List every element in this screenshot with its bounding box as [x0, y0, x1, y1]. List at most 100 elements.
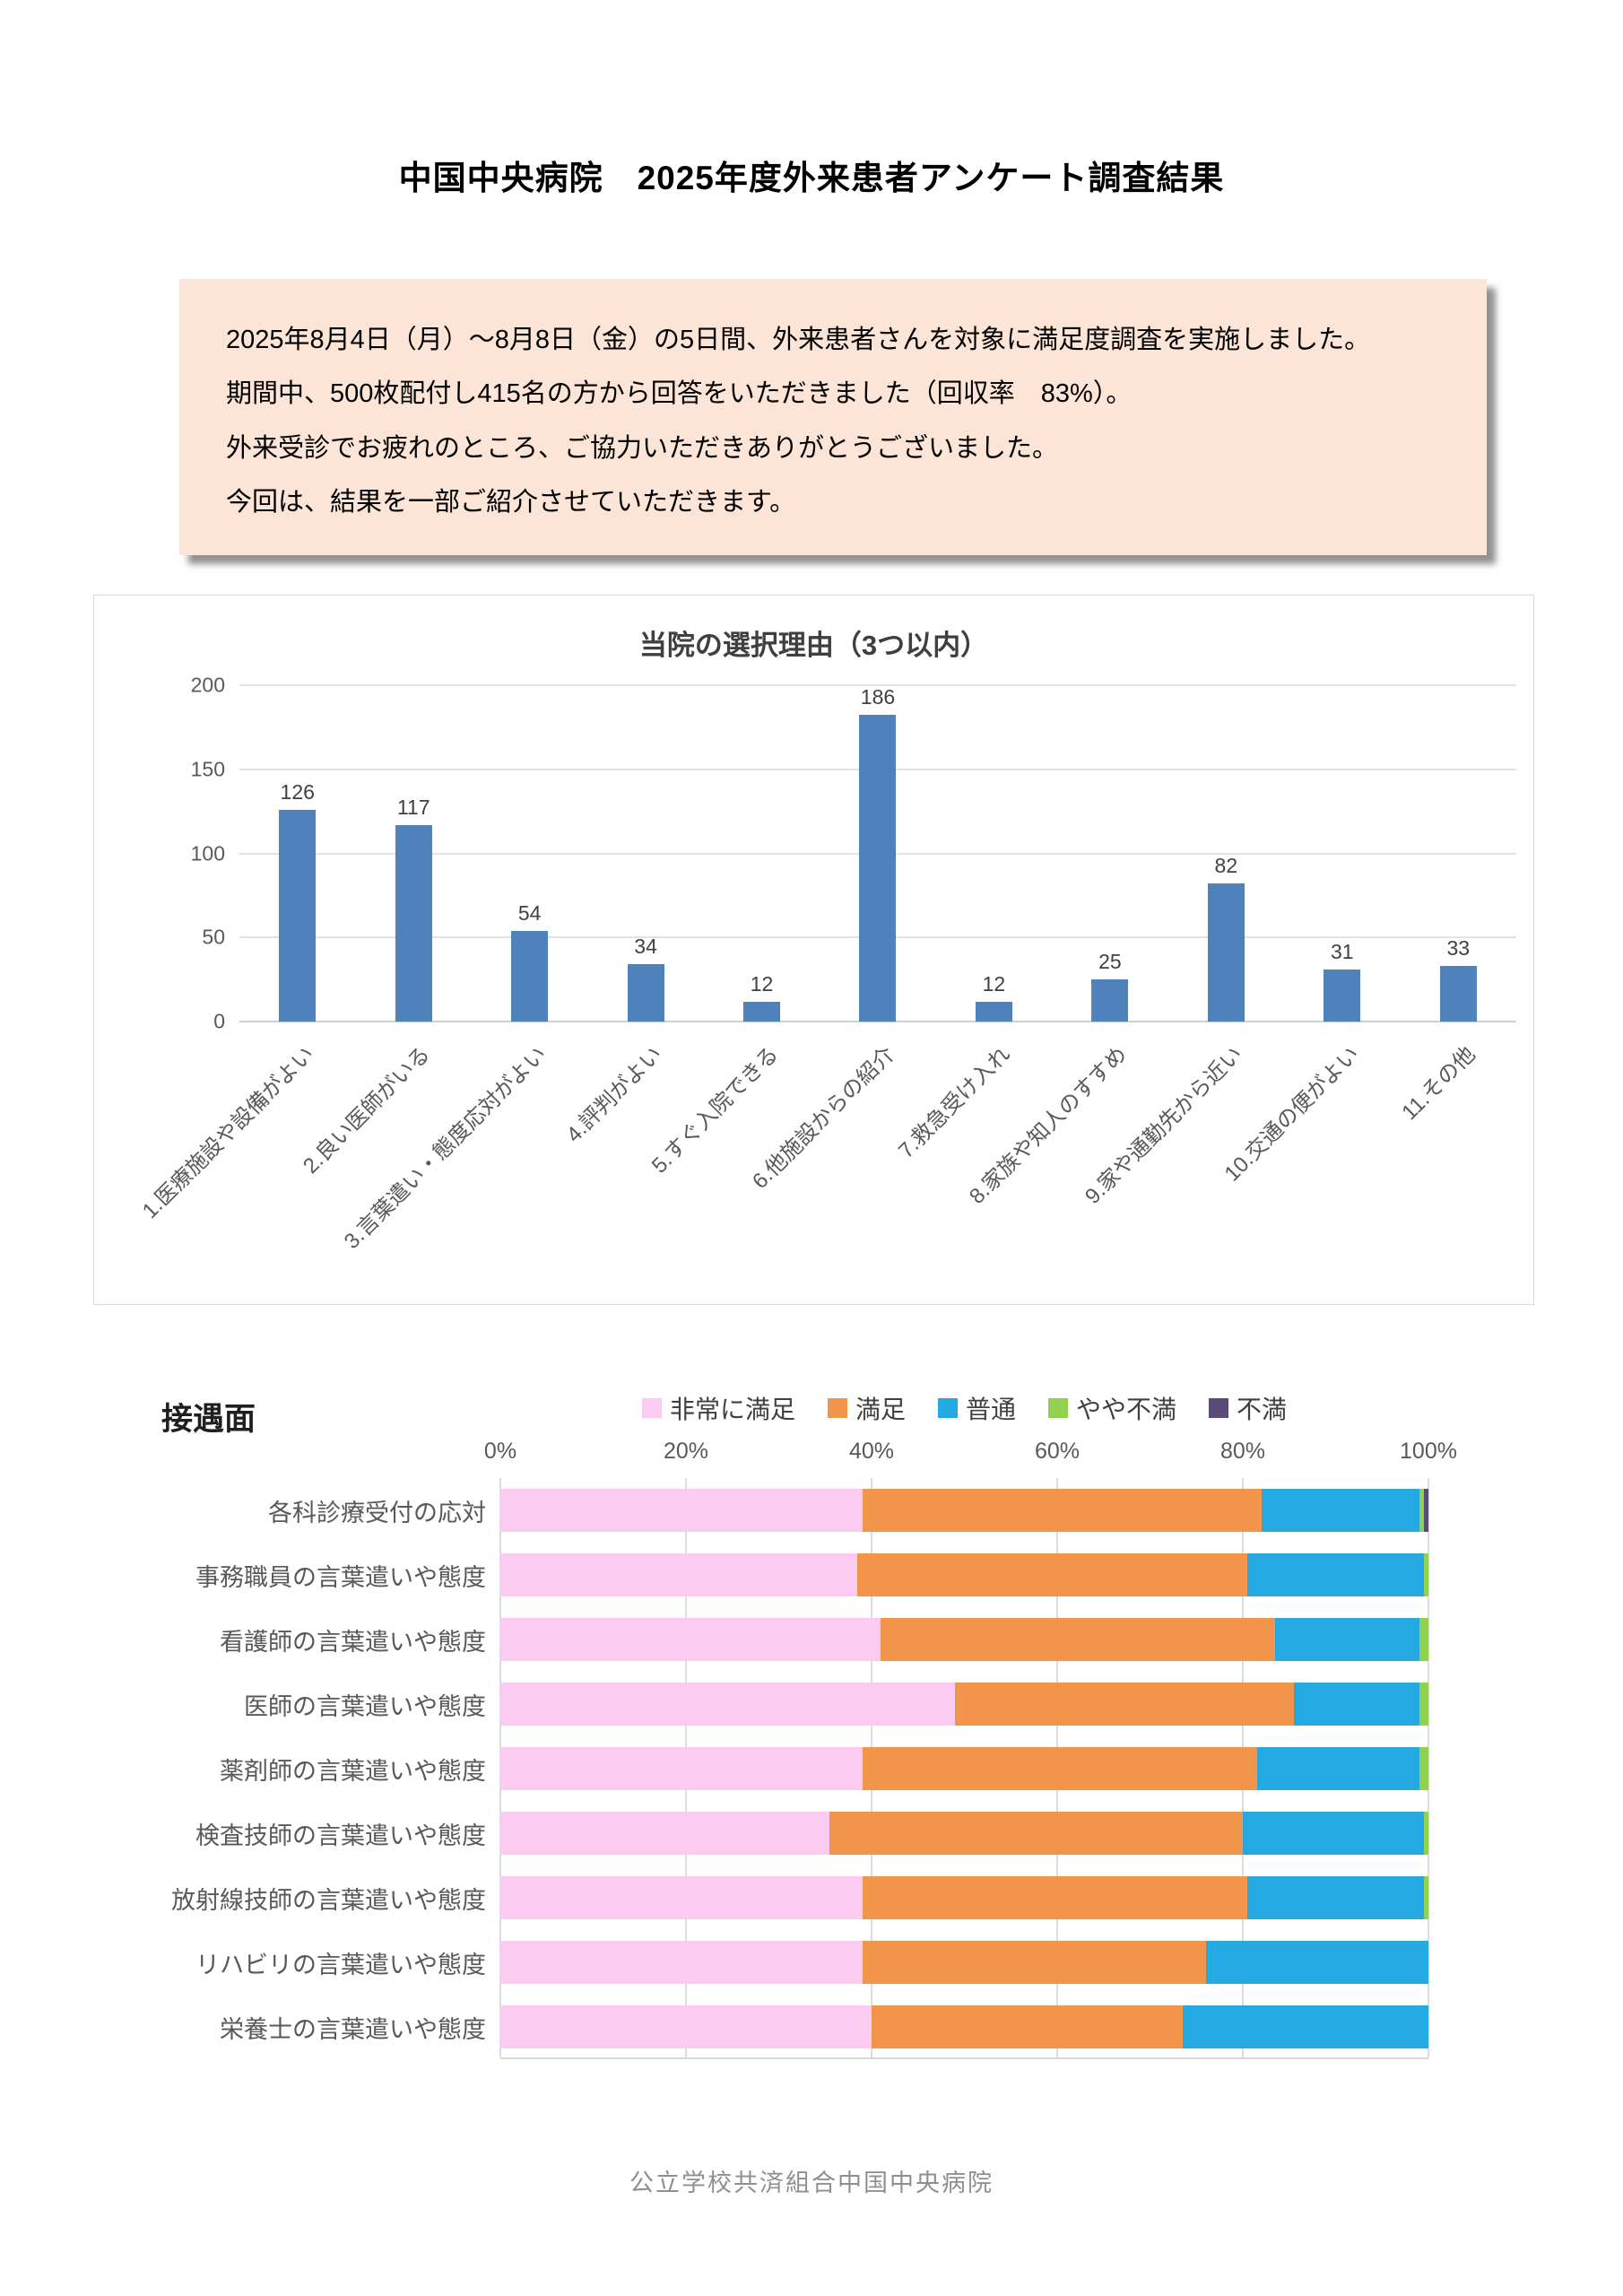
bar-segment: [1419, 1683, 1428, 1726]
bar: [1091, 979, 1129, 1022]
stacked-bar: [500, 2005, 1428, 2048]
legend-swatch-icon: [1209, 1398, 1229, 1418]
bar-segment: [1256, 1747, 1419, 1790]
category-labels-row: 1.医療施設や設備がよい 2.良い医師がいる 3.言葉遣い・態度応対がよい 4.評判が…: [138, 1031, 1516, 1291]
bar-column: 126: [239, 685, 355, 1022]
bar-segment: [881, 1618, 1276, 1661]
stacked-row: [500, 1995, 1428, 2059]
bar-segment: [862, 1747, 1257, 1790]
x-axis-tick-label: 100%: [1400, 1439, 1457, 1464]
legend-swatch-icon: [1048, 1398, 1068, 1418]
category-label: 1.医療施設や設備がよい: [137, 1041, 319, 1224]
bar-segment: [829, 1812, 1243, 1855]
x-axis-tick-label: 60%: [1034, 1439, 1081, 1464]
legend-label: 満足: [855, 1396, 906, 1423]
bar-value-label: 54: [517, 900, 542, 925]
x-axis-tick-label: 80%: [1219, 1439, 1266, 1464]
gridline: [239, 1021, 1516, 1022]
bar-column: 186: [820, 685, 935, 1022]
bar: [395, 824, 432, 1022]
legend: 非常に満足 満足 普通 やや不満 不満: [500, 1390, 1428, 1426]
intro-line: 2025年8月4日（月）～8月8日（金）の5日間、外来患者さんを対象に満足度調査…: [226, 326, 1371, 354]
bar-segment: [500, 1747, 863, 1790]
bar-value-label: 126: [280, 779, 315, 804]
intro-box: 2025年8月4日（月）～8月8日（金）の5日間、外来患者さんを対象に満足度調査…: [179, 279, 1487, 555]
row-label: 栄養士の言葉遣いや態度: [220, 2015, 486, 2043]
bar: [511, 930, 549, 1022]
gridline: [239, 684, 1516, 686]
stacked-bar: [500, 1747, 1428, 1790]
stacked-row: [500, 1607, 1428, 1672]
bar: [1324, 969, 1361, 1022]
category-label-column: 6.他施設からの紹介: [748, 1031, 935, 1291]
row-label: 事務職員の言葉遣いや態度: [195, 1563, 486, 1591]
x-axis-ticks: 0% 20% 40% 60% 80% 100%: [484, 1439, 1457, 1467]
bar: [743, 1001, 781, 1022]
bar-segment: [500, 1683, 956, 1726]
bar: [1439, 966, 1477, 1022]
stacked-bar: [500, 1876, 1428, 1919]
legend-item: 不満: [1209, 1390, 1287, 1426]
stacked-row: [500, 1930, 1428, 1995]
bar-chart-title: 当院の選択理由（3つ以内）: [638, 630, 989, 661]
bar-segment: [862, 1941, 1206, 1984]
bar-value-label: 186: [860, 685, 896, 709]
bar-column: 82: [1168, 685, 1284, 1022]
bar-segment: [1205, 1941, 1428, 1984]
legend-label: 非常に満足: [669, 1396, 795, 1423]
row-label: 薬剤師の言葉遣いや態度: [220, 1757, 486, 1785]
bar-column: 31: [1284, 685, 1400, 1022]
category-label-column: 11.その他: [1397, 1031, 1516, 1291]
bar-segment: [1247, 1553, 1424, 1596]
intro-line: 外来受診でお疲れのところ、ご協力いただきありがとうございました。: [226, 433, 1059, 463]
bar-segment: [500, 1553, 858, 1596]
bar-chart-plot-area: 0 50 100 150 200 126 117 54 34 12 186 12 25 82 31 33 1.医…: [138, 674, 1516, 1254]
stacked-row: [500, 1672, 1428, 1736]
bar-segment: [1423, 1812, 1428, 1855]
bar-segment: [1293, 1683, 1419, 1726]
bar-column: 34: [587, 685, 703, 1022]
bar-column: 12: [704, 685, 820, 1022]
y-axis-tick-label: 0: [213, 1009, 225, 1033]
bar-value-label: 117: [396, 795, 430, 819]
bar-segment: [1419, 1618, 1428, 1661]
legend-swatch-icon: [641, 1398, 662, 1418]
stacked-bar: [500, 1489, 1428, 1532]
row-label: 看護師の言葉遣いや態度: [220, 1628, 486, 1656]
stacked-row: [500, 1801, 1428, 1866]
y-axis-tick-label: 200: [190, 673, 225, 697]
y-axis-tick-label: 150: [190, 757, 225, 781]
intro-line: 今回は、結果を一部ご紹介させていただきます。: [226, 487, 796, 517]
bars-row: 126 117 54 34 12 186 12 25 82 31 33: [239, 685, 1516, 1022]
row-label: 検査技師の言葉遣いや態度: [195, 1822, 486, 1849]
bar-value-label: 33: [1446, 936, 1471, 961]
bar-segment: [1275, 1618, 1419, 1661]
stacked-bar: [500, 1553, 1428, 1596]
bar-value-label: 82: [1214, 854, 1238, 878]
bar-segment: [872, 2005, 1183, 2048]
bar-segment: [862, 1876, 1248, 1919]
legend-item: 満足: [827, 1390, 906, 1426]
legend-item: やや不満: [1048, 1390, 1176, 1426]
bar-segment: [500, 1941, 863, 1984]
stacked-bar: [500, 1812, 1428, 1855]
bar-column: 54: [472, 685, 587, 1022]
bar-segment: [500, 2005, 872, 2048]
x-axis-tick-label: 40%: [848, 1439, 895, 1464]
legend-swatch-icon: [827, 1398, 847, 1418]
bar-column: 12: [936, 685, 1052, 1022]
bar-segment: [955, 1683, 1294, 1726]
intro-line: 期間中、500枚配付し415名の方から回答をいただきました（回収率 83%）。: [226, 379, 1133, 409]
stacked-chart-section: 接遇面 非常に満足 満足 普通 やや不満 不満 0% 20% 40% 60% 80% 100% 各…: [0, 1381, 1623, 2090]
stacked-chart-heading: 接遇面: [161, 1402, 256, 1437]
bar: [859, 715, 897, 1022]
bar: [279, 809, 317, 1022]
x-axis-tick-label: 0%: [483, 1439, 517, 1464]
row-label: 各科診療受付の応対: [268, 1499, 486, 1526]
stacked-row: [500, 1478, 1428, 1543]
bar-column: 117: [355, 685, 471, 1022]
stacked-row: [500, 1736, 1428, 1801]
bar: [975, 1001, 1012, 1022]
bar: [627, 964, 664, 1022]
stacked-bar: [500, 1941, 1428, 1984]
